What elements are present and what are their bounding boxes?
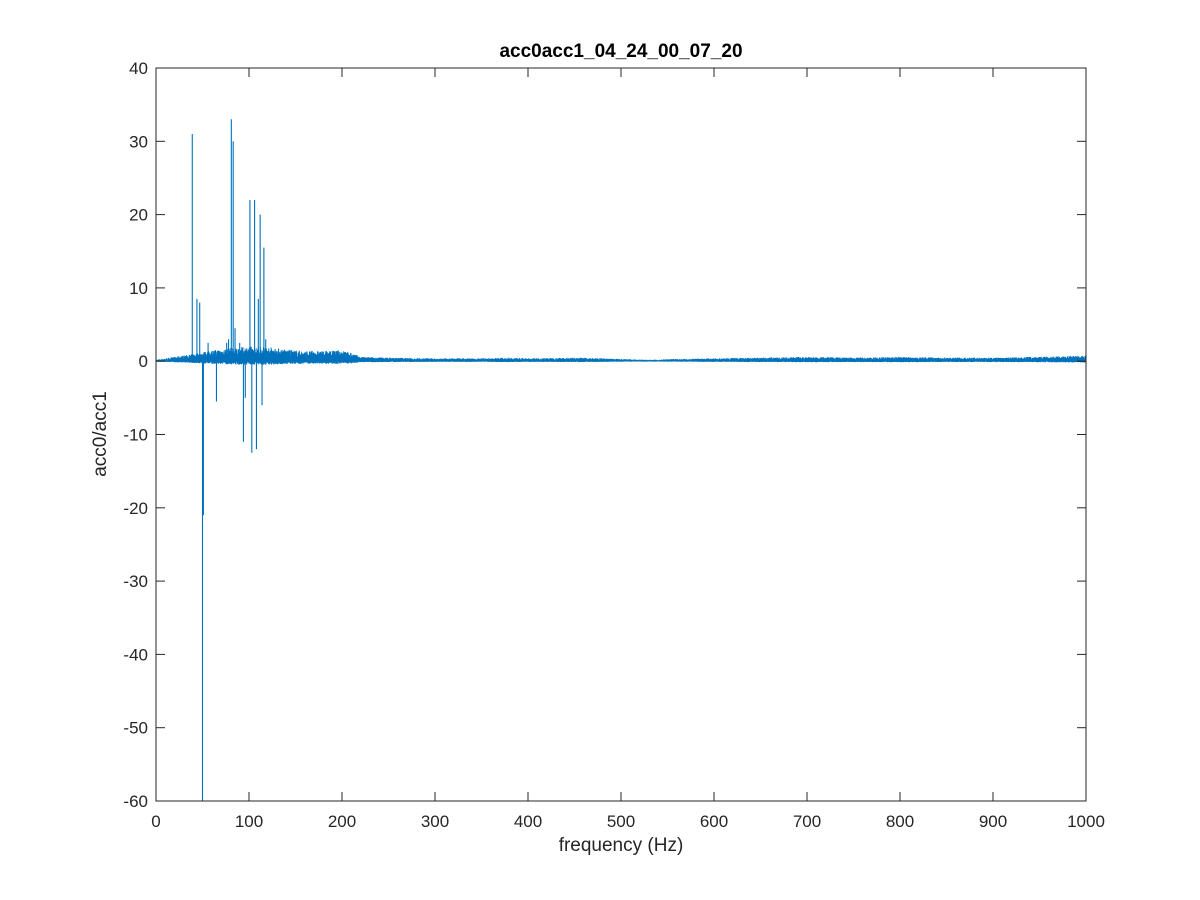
x-tick-label: 0 <box>151 812 160 831</box>
x-tick-label: 100 <box>235 812 263 831</box>
y-tick-label: -40 <box>123 645 148 664</box>
y-tick-label: -10 <box>123 426 148 445</box>
x-tick-label: 800 <box>886 812 914 831</box>
y-tick-label: 30 <box>129 132 148 151</box>
x-tick-label: 500 <box>607 812 635 831</box>
y-tick-label: -50 <box>123 719 148 738</box>
plot-area <box>156 68 1086 801</box>
axes-layer: 0 100 200 300 400 500 600 700 800 900 1000-60-50-4… <box>123 59 1104 831</box>
x-tick-label: 400 <box>514 812 542 831</box>
series-line-baseline <box>156 346 1086 365</box>
y-axis-label: acc0/acc1 <box>90 391 111 477</box>
series-layer <box>156 119 1086 801</box>
x-tick-label: 700 <box>793 812 821 831</box>
y-tick-label: -20 <box>123 499 148 518</box>
chart-title: acc0acc1_04_24_00_07_20 <box>499 41 742 62</box>
y-tick-label: 10 <box>129 279 148 298</box>
y-tick-label: -30 <box>123 572 148 591</box>
x-tick-label: 900 <box>979 812 1007 831</box>
x-tick-label: 1000 <box>1067 812 1105 831</box>
x-axis-label: frequency (Hz) <box>559 835 684 856</box>
y-tick-label: 20 <box>129 206 148 225</box>
y-tick-label: 0 <box>139 352 148 371</box>
x-tick-label: 600 <box>700 812 728 831</box>
y-tick-label: -60 <box>123 792 148 811</box>
x-tick-label: 200 <box>328 812 356 831</box>
y-tick-label: 40 <box>129 59 148 78</box>
x-tick-label: 300 <box>421 812 449 831</box>
